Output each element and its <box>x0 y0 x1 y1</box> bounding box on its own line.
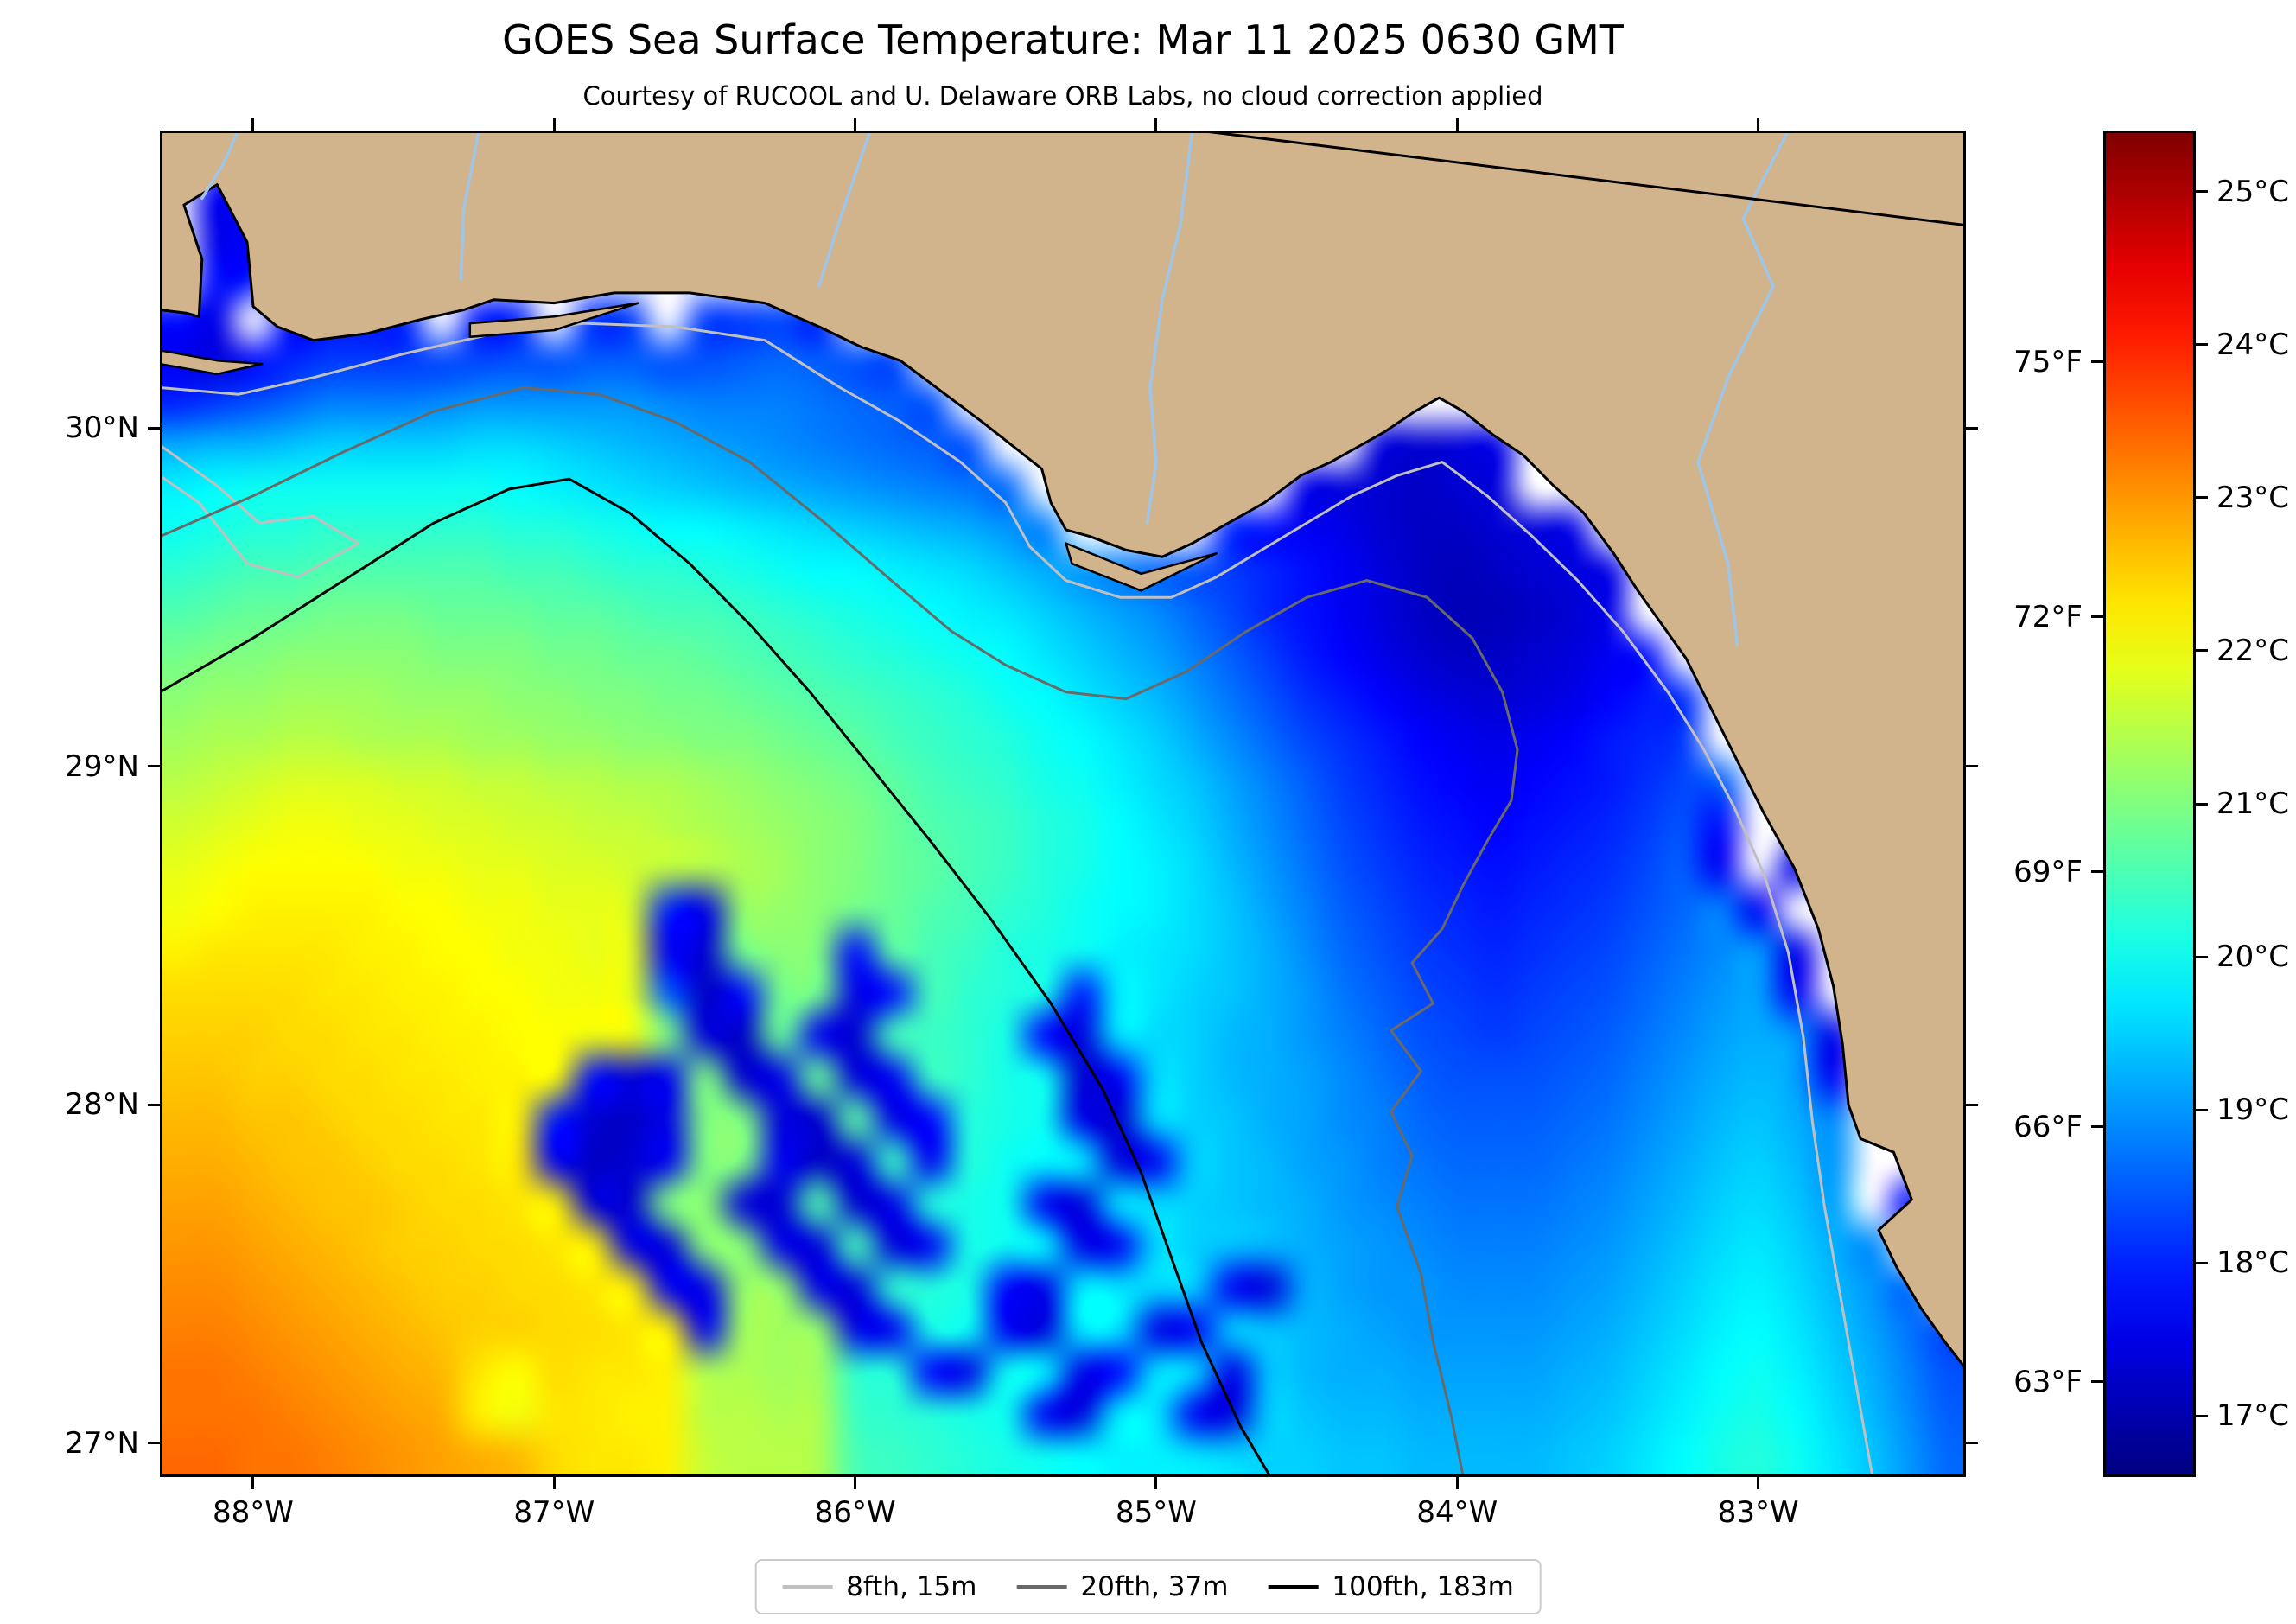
bathymetry-contour <box>160 322 1874 1477</box>
legend-line-sample <box>1016 1585 1067 1589</box>
colorbar-tick-celsius <box>2196 802 2208 806</box>
x-tick-label: 86°W <box>814 1495 896 1530</box>
x-tick-label: 83°W <box>1717 1495 1799 1530</box>
chart-title: GOES Sea Surface Temperature: Mar 11 202… <box>502 16 1624 63</box>
legend-line-sample <box>782 1585 833 1589</box>
x-axis-tick <box>854 1477 857 1489</box>
y-axis-tick <box>148 1442 160 1445</box>
y-axis-tick <box>148 765 160 768</box>
y-tick-label: 28°N <box>65 1087 139 1123</box>
x-axis-tick <box>1154 1477 1158 1489</box>
colorbar-label-celsius: 24°C <box>2216 327 2290 362</box>
river <box>1696 131 1790 646</box>
y-axis-tick <box>148 426 160 430</box>
colorbar-tick-fahrenheit <box>2091 1125 2103 1129</box>
colorbar-tick-fahrenheit <box>2091 1380 2103 1384</box>
colorbar-label-celsius: 18°C <box>2216 1245 2290 1281</box>
barrier-island <box>468 302 640 339</box>
x-axis-tick <box>1757 1477 1760 1489</box>
x-axis-tick <box>251 1477 255 1489</box>
colorbar-label-fahrenheit: 72°F <box>2013 599 2083 634</box>
colorbar-label-celsius: 25°C <box>2216 174 2290 209</box>
colorbar-tick-celsius <box>2196 1108 2208 1111</box>
y-tick-label: 30°N <box>65 411 139 446</box>
barrier-island <box>1065 542 1218 592</box>
x-axis-tick <box>1154 118 1158 131</box>
x-axis-tick <box>854 118 857 131</box>
colorbar-tick-fahrenheit <box>2091 615 2103 619</box>
y-tick-label: 27°N <box>65 1425 139 1461</box>
x-tick-label: 85°W <box>1116 1495 1197 1530</box>
y-axis-tick <box>148 1103 160 1106</box>
legend-item-label: 100fth, 183m <box>1332 1571 1514 1602</box>
map-plot <box>160 131 1966 1477</box>
colorbar-label-fahrenheit: 66°F <box>2013 1109 2083 1144</box>
chart-subtitle: Courtesy of RUCOOL and U. Delaware ORB L… <box>582 81 1543 111</box>
x-tick-label: 87°W <box>513 1495 595 1530</box>
y-tick-label: 29°N <box>65 748 139 784</box>
colorbar-tick-celsius <box>2196 1261 2208 1264</box>
y-axis-tick <box>1966 1442 1978 1445</box>
colorbar-tick-celsius <box>2196 1414 2208 1417</box>
legend-item: 100fth, 183m <box>1268 1571 1514 1602</box>
x-tick-label: 88°W <box>213 1495 294 1530</box>
legend-line-sample <box>1268 1585 1319 1589</box>
barrier-island <box>160 349 264 376</box>
legend-item: 20fth, 37m <box>1016 1571 1228 1602</box>
y-axis-tick <box>1966 426 1978 430</box>
y-axis-tick <box>1966 1103 1978 1106</box>
colorbar-tick-celsius <box>2196 343 2208 347</box>
x-axis-tick <box>251 118 255 131</box>
colorbar-tick-fahrenheit <box>2091 870 2103 874</box>
river <box>459 131 480 281</box>
colorbar-tick-celsius <box>2196 496 2208 500</box>
y-axis-tick <box>1966 765 1978 768</box>
colorbar-tick-fahrenheit <box>2091 360 2103 364</box>
colorbar-label-celsius: 19°C <box>2216 1092 2290 1128</box>
river <box>200 131 240 201</box>
colorbar-label-celsius: 20°C <box>2216 939 2290 975</box>
x-axis-tick <box>1757 118 1760 131</box>
legend-item: 8fth, 15m <box>782 1571 976 1602</box>
x-axis-tick <box>552 118 556 131</box>
colorbar-label-fahrenheit: 75°F <box>2013 344 2083 379</box>
river <box>1145 131 1194 525</box>
plot-frame <box>160 131 1966 1477</box>
x-axis-tick <box>1455 118 1459 131</box>
x-axis-tick <box>1455 1477 1459 1489</box>
bathymetry-contour <box>160 443 360 579</box>
colorbar-label-celsius: 22°C <box>2216 633 2290 668</box>
colorbar-tick-celsius <box>2196 649 2208 653</box>
x-axis-tick <box>552 1477 556 1489</box>
legend-item-label: 8fth, 15m <box>846 1571 977 1602</box>
state-border <box>1198 131 1966 227</box>
bathymetry-contour <box>160 386 1519 1477</box>
bathymetry-legend: 8fth, 15m 20fth, 37m 100fth, 183m <box>754 1559 1542 1614</box>
legend-item-label: 20fth, 37m <box>1080 1571 1229 1602</box>
colorbar-label-fahrenheit: 63°F <box>2013 1364 2083 1399</box>
colorbar <box>2103 131 2196 1477</box>
colorbar-tick-celsius <box>2196 955 2208 958</box>
land-mass <box>160 131 1966 1371</box>
colorbar-tick-celsius <box>2196 190 2208 194</box>
colorbar-label-fahrenheit: 69°F <box>2013 854 2083 889</box>
x-tick-label: 84°W <box>1416 1495 1498 1530</box>
colorbar-label-celsius: 23°C <box>2216 480 2290 515</box>
bathymetry-contour <box>160 477 1272 1477</box>
river <box>817 131 872 288</box>
map-overlay <box>160 131 1966 1477</box>
colorbar-label-celsius: 21°C <box>2216 787 2290 821</box>
colorbar-label-celsius: 17°C <box>2216 1398 2290 1434</box>
